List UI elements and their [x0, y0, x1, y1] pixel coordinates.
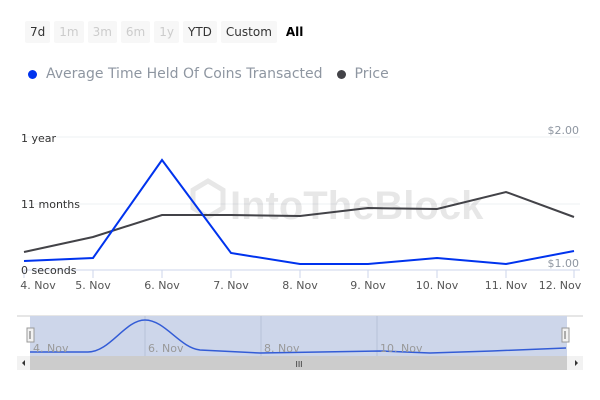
blue-dot-icon — [28, 69, 37, 79]
avg-time-held-line[interactable] — [23, 158, 575, 266]
navigator-series — [30, 319, 567, 354]
y-right-label-2: $2.00 — [548, 124, 580, 137]
price-line[interactable] — [23, 190, 575, 253]
grip-icon: III — [295, 360, 302, 369]
range-ytd-button[interactable]: YTD — [183, 21, 217, 43]
scroll-right-arrow-icon[interactable] — [575, 360, 578, 366]
range-1m-button[interactable]: 1m — [54, 21, 84, 43]
svg-text:5. Nov: 5. Nov — [75, 279, 111, 292]
svg-text:6. Nov: 6. Nov — [148, 342, 184, 355]
y-label-11-months: 11 months — [21, 198, 80, 211]
dark-dot-icon — [336, 69, 346, 79]
y-right-label-1: $1.00 — [548, 257, 580, 270]
range-custom-button[interactable]: Custom — [220, 21, 277, 43]
svg-text:8. Nov: 8. Nov — [282, 279, 318, 292]
navigator[interactable]: 4. Nov 6. Nov 8. Nov 10. Nov — [17, 315, 583, 356]
watermark-logo-icon — [190, 178, 226, 220]
y-label-1-year: 1 year — [21, 132, 57, 145]
range-3m-button[interactable]: 3m — [87, 21, 117, 43]
svg-text:6. Nov: 6. Nov — [144, 279, 180, 292]
svg-text:12. Nov: 12. Nov — [539, 279, 582, 292]
svg-text:8. Nov: 8. Nov — [264, 342, 300, 355]
range-6m-button[interactable]: 6m — [120, 21, 151, 43]
range-all-button[interactable]: All — [280, 21, 309, 43]
svg-text:10. Nov: 10. Nov — [380, 342, 423, 355]
x-axis-ticks — [23, 270, 575, 278]
svg-text:9. Nov: 9. Nov — [350, 279, 386, 292]
svg-text:4. Nov: 4. Nov — [20, 279, 56, 292]
scrollbar[interactable]: III — [17, 356, 583, 370]
range-selector: 7d 1m 3m 6m 1y YTD Custom All — [25, 21, 309, 43]
chart-legend: Average Time Held Of Coins Transacted Pr… — [28, 66, 403, 82]
x-axis-labels: 4. Nov 5. Nov 6. Nov 7. Nov 8. Nov 9. No… — [20, 279, 581, 292]
legend-label: Price — [354, 66, 389, 82]
watermark: IntoTheBlock — [190, 178, 484, 228]
legend-item-avg-time-held[interactable]: Average Time Held Of Coins Transacted — [28, 66, 323, 82]
svg-text:IntoTheBlock: IntoTheBlock — [230, 184, 484, 228]
range-1y-button[interactable]: 1y — [154, 21, 179, 43]
svg-text:11. Nov: 11. Nov — [485, 279, 528, 292]
range-7d-button[interactable]: 7d — [25, 21, 51, 43]
legend-item-price[interactable]: Price — [336, 66, 389, 82]
svg-text:7. Nov: 7. Nov — [213, 279, 249, 292]
svg-text:10. Nov: 10. Nov — [416, 279, 459, 292]
scrollbar-thumb — [30, 356, 567, 370]
y-label-0-seconds: 0 seconds — [21, 264, 77, 277]
navigator-mask — [30, 316, 567, 356]
scroll-left-arrow-icon[interactable] — [22, 360, 25, 366]
svg-text:4. Nov: 4. Nov — [33, 342, 69, 355]
legend-label: Average Time Held Of Coins Transacted — [46, 66, 323, 82]
